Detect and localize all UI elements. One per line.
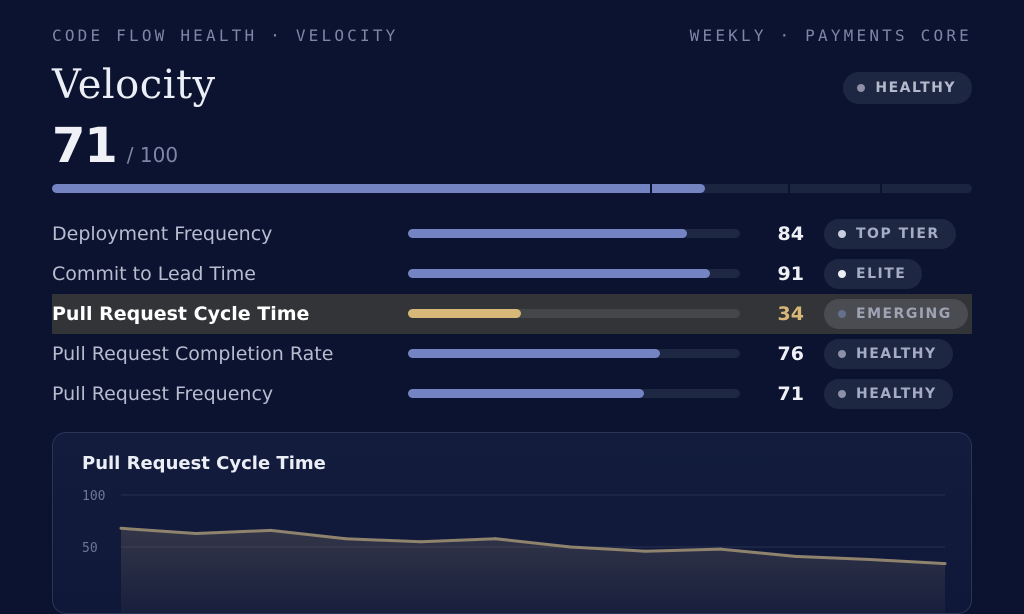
overall-progress-fill: [52, 184, 706, 193]
chart-title: Pull Request Cycle Time: [82, 453, 326, 474]
context-label: WEEKLY · PAYMENTS CORE: [689, 26, 972, 45]
metrics-list: Deployment Frequency 84 TOP TIER Commit to …: [52, 214, 972, 414]
data-point: [643, 549, 647, 553]
metric-value: 76: [777, 343, 804, 365]
overall-score: 71 / 100: [52, 118, 178, 174]
status-badge: HEALTHY: [843, 72, 972, 104]
metric-name: Commit to Lead Time: [52, 263, 256, 285]
y-tick-label: 100: [82, 489, 105, 504]
badge-dot-icon: [838, 310, 846, 318]
metric-badge-label: EMERGING: [856, 306, 952, 322]
metric-badge: TOP TIER: [824, 219, 956, 249]
data-point: [119, 526, 123, 530]
metric-name: Pull Request Completion Rate: [52, 343, 334, 365]
progress-tick: [788, 184, 790, 193]
score-max: / 100: [126, 143, 179, 167]
series-line: [120, 526, 946, 566]
metric-name: Pull Request Cycle Time: [52, 303, 310, 325]
metric-row[interactable]: Pull Request Completion Rate 76 HEALTHY: [52, 334, 972, 374]
metric-row[interactable]: Pull Request Cycle Time 34 EMERGING: [52, 294, 972, 334]
metric-badge: HEALTHY: [824, 379, 953, 409]
overall-progress-bar: [52, 184, 972, 193]
score-value: 71: [52, 118, 118, 174]
data-point: [344, 537, 348, 541]
data-point: [718, 547, 722, 551]
metric-row[interactable]: Pull Request Frequency 71 HEALTHY: [52, 374, 972, 414]
status-dot-icon: [857, 84, 866, 92]
metric-progress-bar: [408, 269, 740, 278]
breadcrumb: CODE FLOW HEALTH · VELOCITY: [52, 26, 399, 45]
metric-value: 71: [777, 383, 804, 405]
data-point: [793, 554, 797, 558]
metric-value: 84: [777, 223, 804, 245]
data-point: [269, 528, 273, 532]
metric-progress-fill: [408, 389, 644, 398]
metric-badge-label: HEALTHY: [856, 346, 937, 362]
metric-name: Pull Request Frequency: [52, 383, 274, 405]
metric-badge-label: HEALTHY: [856, 386, 937, 402]
metric-badge: EMERGING: [824, 299, 968, 329]
progress-tick: [880, 184, 882, 193]
data-point: [943, 562, 947, 566]
metric-value: 91: [777, 263, 804, 285]
y-tick-label: 50: [82, 541, 98, 556]
metric-row[interactable]: Commit to Lead Time 91 ELITE: [52, 254, 972, 294]
badge-dot-icon: [838, 230, 846, 238]
metric-progress-bar: [408, 389, 740, 398]
metric-row[interactable]: Deployment Frequency 84 TOP TIER: [52, 214, 972, 254]
metric-value: 34: [777, 303, 804, 325]
progress-tick: [650, 184, 652, 193]
metric-progress-bar: [408, 309, 740, 318]
metric-progress-bar: [408, 229, 740, 238]
status-label: HEALTHY: [875, 80, 956, 96]
data-point: [494, 537, 498, 541]
data-point: [568, 545, 572, 549]
badge-dot-icon: [838, 350, 846, 358]
metric-badge-label: TOP TIER: [856, 226, 940, 242]
data-point: [868, 557, 872, 561]
page-title: Velocity: [52, 62, 216, 108]
metric-progress-fill: [408, 309, 521, 318]
metric-progress-fill: [408, 349, 661, 358]
metric-name: Deployment Frequency: [52, 223, 273, 245]
metric-badge-label: ELITE: [856, 266, 907, 282]
metric-progress-bar: [408, 349, 740, 358]
metric-progress-fill: [408, 229, 687, 238]
top-bar: CODE FLOW HEALTH · VELOCITY WEEKLY · PAY…: [52, 26, 972, 45]
trend-chart-card: 100 50 Pull Request Cycle Time: [52, 432, 972, 614]
series-area: [121, 528, 945, 613]
data-point: [419, 540, 423, 544]
data-point: [194, 531, 198, 535]
metric-progress-fill: [408, 269, 711, 278]
metric-badge: ELITE: [824, 259, 923, 289]
badge-dot-icon: [838, 270, 846, 278]
badge-dot-icon: [838, 390, 846, 398]
metric-badge: HEALTHY: [824, 339, 953, 369]
